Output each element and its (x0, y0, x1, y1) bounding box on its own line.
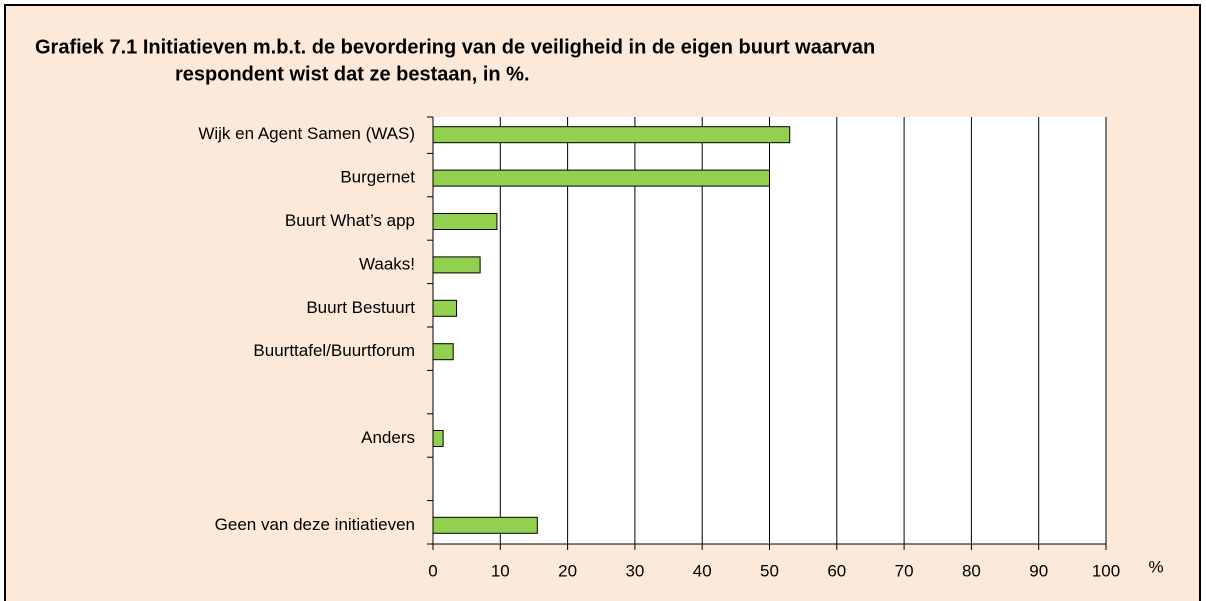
bar (432, 516, 538, 534)
x-unit: % (1148, 557, 1163, 576)
y-tick-label: Waaks! (359, 254, 415, 273)
x-tick-label: 30 (625, 561, 644, 580)
y-tick-label: Buurt What’s app (285, 211, 415, 230)
bar (432, 343, 454, 361)
y-tick-label: Anders (361, 428, 415, 447)
bar (432, 299, 458, 317)
x-tick-label: 70 (895, 561, 914, 580)
y-tick-label: Buurttafel/Buurtforum (253, 341, 415, 360)
chart-title: Grafiek 7.1 Initiatieven m.b.t. de bevor… (35, 36, 875, 58)
x-tick-label: 20 (558, 561, 577, 580)
x-tick-label: 40 (693, 561, 712, 580)
x-tick-label: 0 (428, 561, 437, 580)
x-tick-label: 60 (827, 561, 846, 580)
x-tick-label: 100 (1092, 561, 1120, 580)
x-tick-label: 50 (760, 561, 779, 580)
bar (432, 256, 481, 274)
bar (432, 213, 498, 230)
bar (432, 126, 791, 144)
bar (432, 169, 770, 187)
bar (432, 430, 444, 447)
x-tick-label: 10 (491, 561, 510, 580)
y-tick-label: Buurt Bestuurt (306, 298, 415, 317)
y-tick-label: Wijk en Agent Samen (WAS) (198, 124, 415, 143)
y-tick-label: Geen van deze initiatieven (215, 515, 415, 534)
x-tick-label: 80 (962, 561, 981, 580)
chart-title: respondent wist dat ze bestaan, in %. (175, 63, 530, 85)
x-tick-label: 90 (1029, 561, 1048, 580)
y-tick-label: Burgernet (340, 168, 415, 187)
